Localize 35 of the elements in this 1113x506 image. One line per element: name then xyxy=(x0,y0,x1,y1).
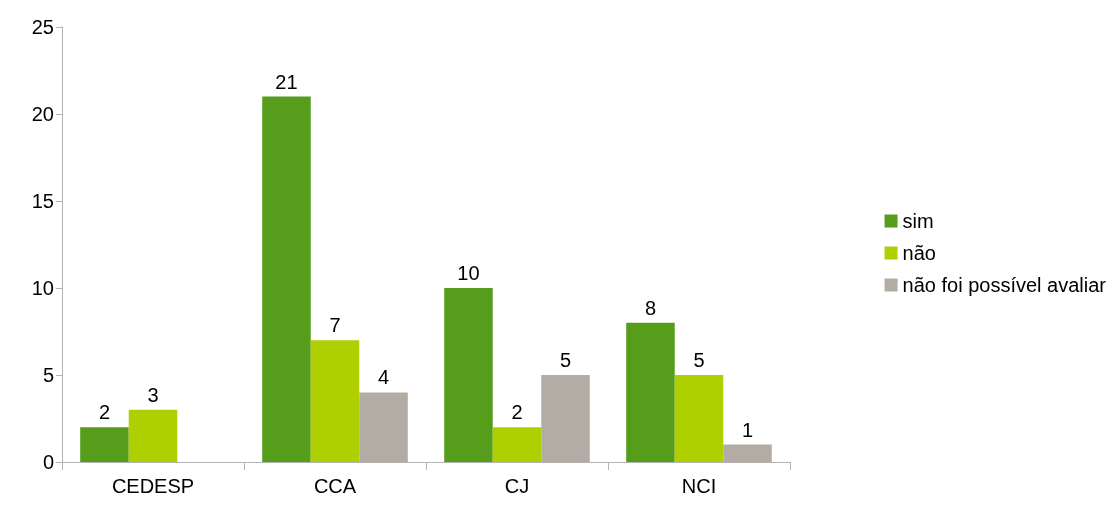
bar xyxy=(674,375,724,462)
data-label: 21 xyxy=(275,70,298,93)
y-tick-label: 20 xyxy=(31,103,54,125)
y-tick-label: 0 xyxy=(42,451,54,473)
legend-label: não foi possível avaliar xyxy=(902,274,1107,296)
legend-label: não xyxy=(902,242,936,264)
data-label: 4 xyxy=(377,366,390,389)
bar xyxy=(723,444,772,462)
y-tick-label: 25 xyxy=(31,16,54,38)
y-tick-label: 15 xyxy=(31,190,54,212)
bar xyxy=(80,427,129,462)
y-tick-label: 10 xyxy=(31,277,54,299)
bar xyxy=(541,375,590,462)
bar xyxy=(444,288,493,462)
data-label: 2 xyxy=(98,401,111,424)
x-tick-label: NCI xyxy=(681,475,717,497)
bar xyxy=(359,392,408,462)
data-label: 2 xyxy=(511,401,523,424)
data-label: 1 xyxy=(741,418,754,441)
y-tick-label: 5 xyxy=(42,364,54,386)
data-label: 5 xyxy=(559,349,572,371)
x-tick-label: CCA xyxy=(313,475,357,497)
data-label: 5 xyxy=(693,349,705,371)
data-label: 3 xyxy=(147,383,159,406)
data-label: 8 xyxy=(644,296,657,319)
bar xyxy=(310,340,360,462)
data-label: 7 xyxy=(329,314,341,337)
legend-label: sim xyxy=(902,210,934,232)
bar xyxy=(626,322,675,462)
bar xyxy=(262,96,311,462)
bar xyxy=(128,409,178,462)
x-tick-label: CEDESP xyxy=(111,475,195,497)
x-tick-label: CJ xyxy=(504,475,530,497)
data-label: 10 xyxy=(457,262,480,284)
bar xyxy=(492,427,542,462)
